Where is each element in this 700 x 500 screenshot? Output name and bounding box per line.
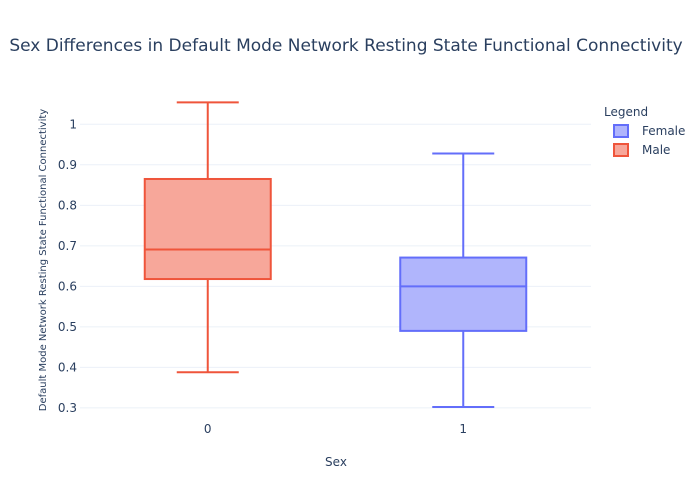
legend-swatch xyxy=(613,143,629,157)
legend-label: Male xyxy=(642,143,670,157)
x-tick-label: 0 xyxy=(204,422,212,436)
y-tick-label: 0.8 xyxy=(58,198,77,212)
iqr-box xyxy=(399,256,528,332)
box-male xyxy=(143,101,272,374)
y-tick-label: 0.5 xyxy=(58,320,77,334)
legend: Legend Female Male xyxy=(604,105,685,157)
y-tick-label: 1 xyxy=(69,117,77,131)
iqr-box xyxy=(143,177,272,281)
y-tick-label: 0.3 xyxy=(58,401,77,415)
box-female xyxy=(399,152,528,409)
legend-label: Female xyxy=(642,124,685,138)
box-layer xyxy=(143,101,528,409)
x-tick-label: 1 xyxy=(459,422,467,436)
y-tick-label: 0.4 xyxy=(58,360,77,374)
y-tick-labels: 0.3 0.4 0.5 0.6 0.7 0.8 0.9 1 xyxy=(58,117,77,415)
y-tick-label: 0.7 xyxy=(58,239,77,253)
chart-title: Sex Differences in Default Mode Network … xyxy=(9,36,682,56)
y-tick-label: 0.6 xyxy=(58,279,77,293)
y-axis-title: Default Mode Network Resting State Funct… xyxy=(38,109,49,412)
legend-title: Legend xyxy=(604,105,648,119)
legend-swatch xyxy=(613,124,629,138)
x-axis-title: Sex xyxy=(325,455,347,469)
y-tick-label: 0.9 xyxy=(58,158,77,172)
